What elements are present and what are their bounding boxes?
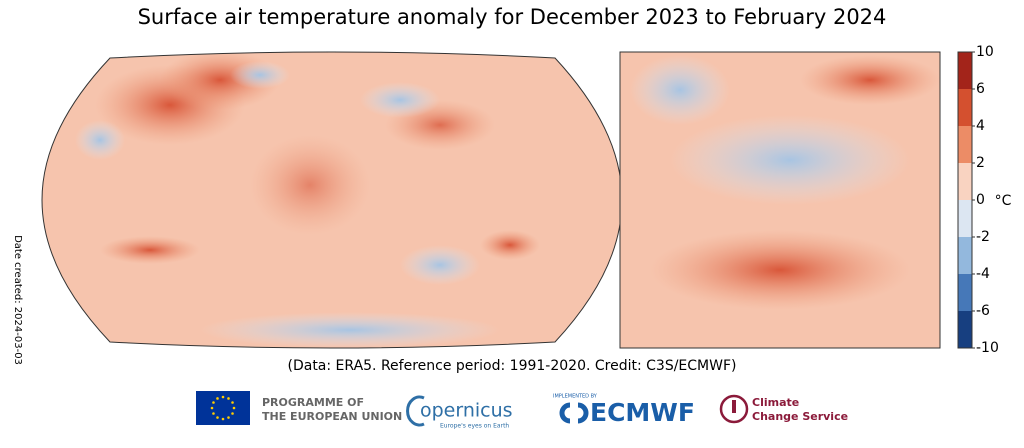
- star: [231, 401, 234, 404]
- ecmwf-name: ECMWF: [590, 398, 695, 427]
- copernicus-name: opernicus: [420, 400, 513, 422]
- colorbar-tick-label: 4: [976, 118, 985, 134]
- colorbar-band: [958, 237, 972, 275]
- colorbar-tick-label: -10: [976, 340, 999, 356]
- eu-text: PROGRAMME OF: [262, 396, 364, 409]
- star: [227, 397, 230, 400]
- copernicus-tagline: Europe's eyes on Earth: [440, 423, 509, 430]
- colorbar-band: [958, 311, 972, 349]
- colorbar-band: [958, 52, 972, 90]
- credit: (Data: ERA5. Reference period: 1991-2020…: [288, 358, 737, 374]
- star: [216, 397, 219, 400]
- colorbar-band: [958, 163, 972, 201]
- colorbar-tick-label: 6: [976, 81, 985, 97]
- colorbar-unit: °C: [995, 193, 1012, 209]
- colorbar-band: [958, 126, 972, 164]
- ecmwf-caption: IMPLEMENTED BY: [553, 394, 598, 400]
- c3s-text: Climate: [752, 396, 799, 409]
- star: [231, 412, 234, 415]
- colorbar-tick-label: -6: [976, 303, 990, 319]
- star: [221, 395, 225, 399]
- copernicus-logo: opernicus Europe's eyes on Earth: [406, 395, 513, 430]
- star: [221, 417, 225, 421]
- colorbar-tick-label: 0: [976, 192, 985, 208]
- star: [227, 416, 230, 419]
- colorbar-tick-label: -4: [976, 266, 990, 282]
- eu-logo: PROGRAMME OF THE EUROPEAN UNION: [196, 391, 402, 425]
- colorbar-band: [958, 89, 972, 127]
- world-map: [42, 52, 622, 348]
- colorbar-tick-label: 10: [976, 44, 994, 60]
- date-label: Date created: 2024-03-03: [12, 235, 23, 365]
- colorbar-band: [958, 274, 972, 312]
- star: [232, 406, 236, 410]
- star: [210, 406, 214, 410]
- c3s-text: Change Service: [752, 410, 848, 423]
- star: [212, 401, 215, 404]
- c3s-logo: Climate Change Service: [719, 394, 848, 424]
- eu-text: THE EUROPEAN UNION: [262, 410, 402, 423]
- colorbar-band: [958, 200, 972, 238]
- star: [212, 412, 215, 415]
- star: [216, 416, 219, 419]
- colorbar: 10 6 4 2 0 -2 -4 -6 -10: [957, 44, 999, 356]
- ecmwf-logo: IMPLEMENTED BY ECMWF: [553, 394, 695, 428]
- europe-map: [619, 51, 941, 349]
- colorbar-tick-label: -2: [976, 229, 990, 245]
- world-outline: [41, 51, 623, 349]
- colorbar-tick-label: 2: [976, 155, 985, 171]
- title: Surface air temperature anomaly for Dece…: [138, 5, 887, 29]
